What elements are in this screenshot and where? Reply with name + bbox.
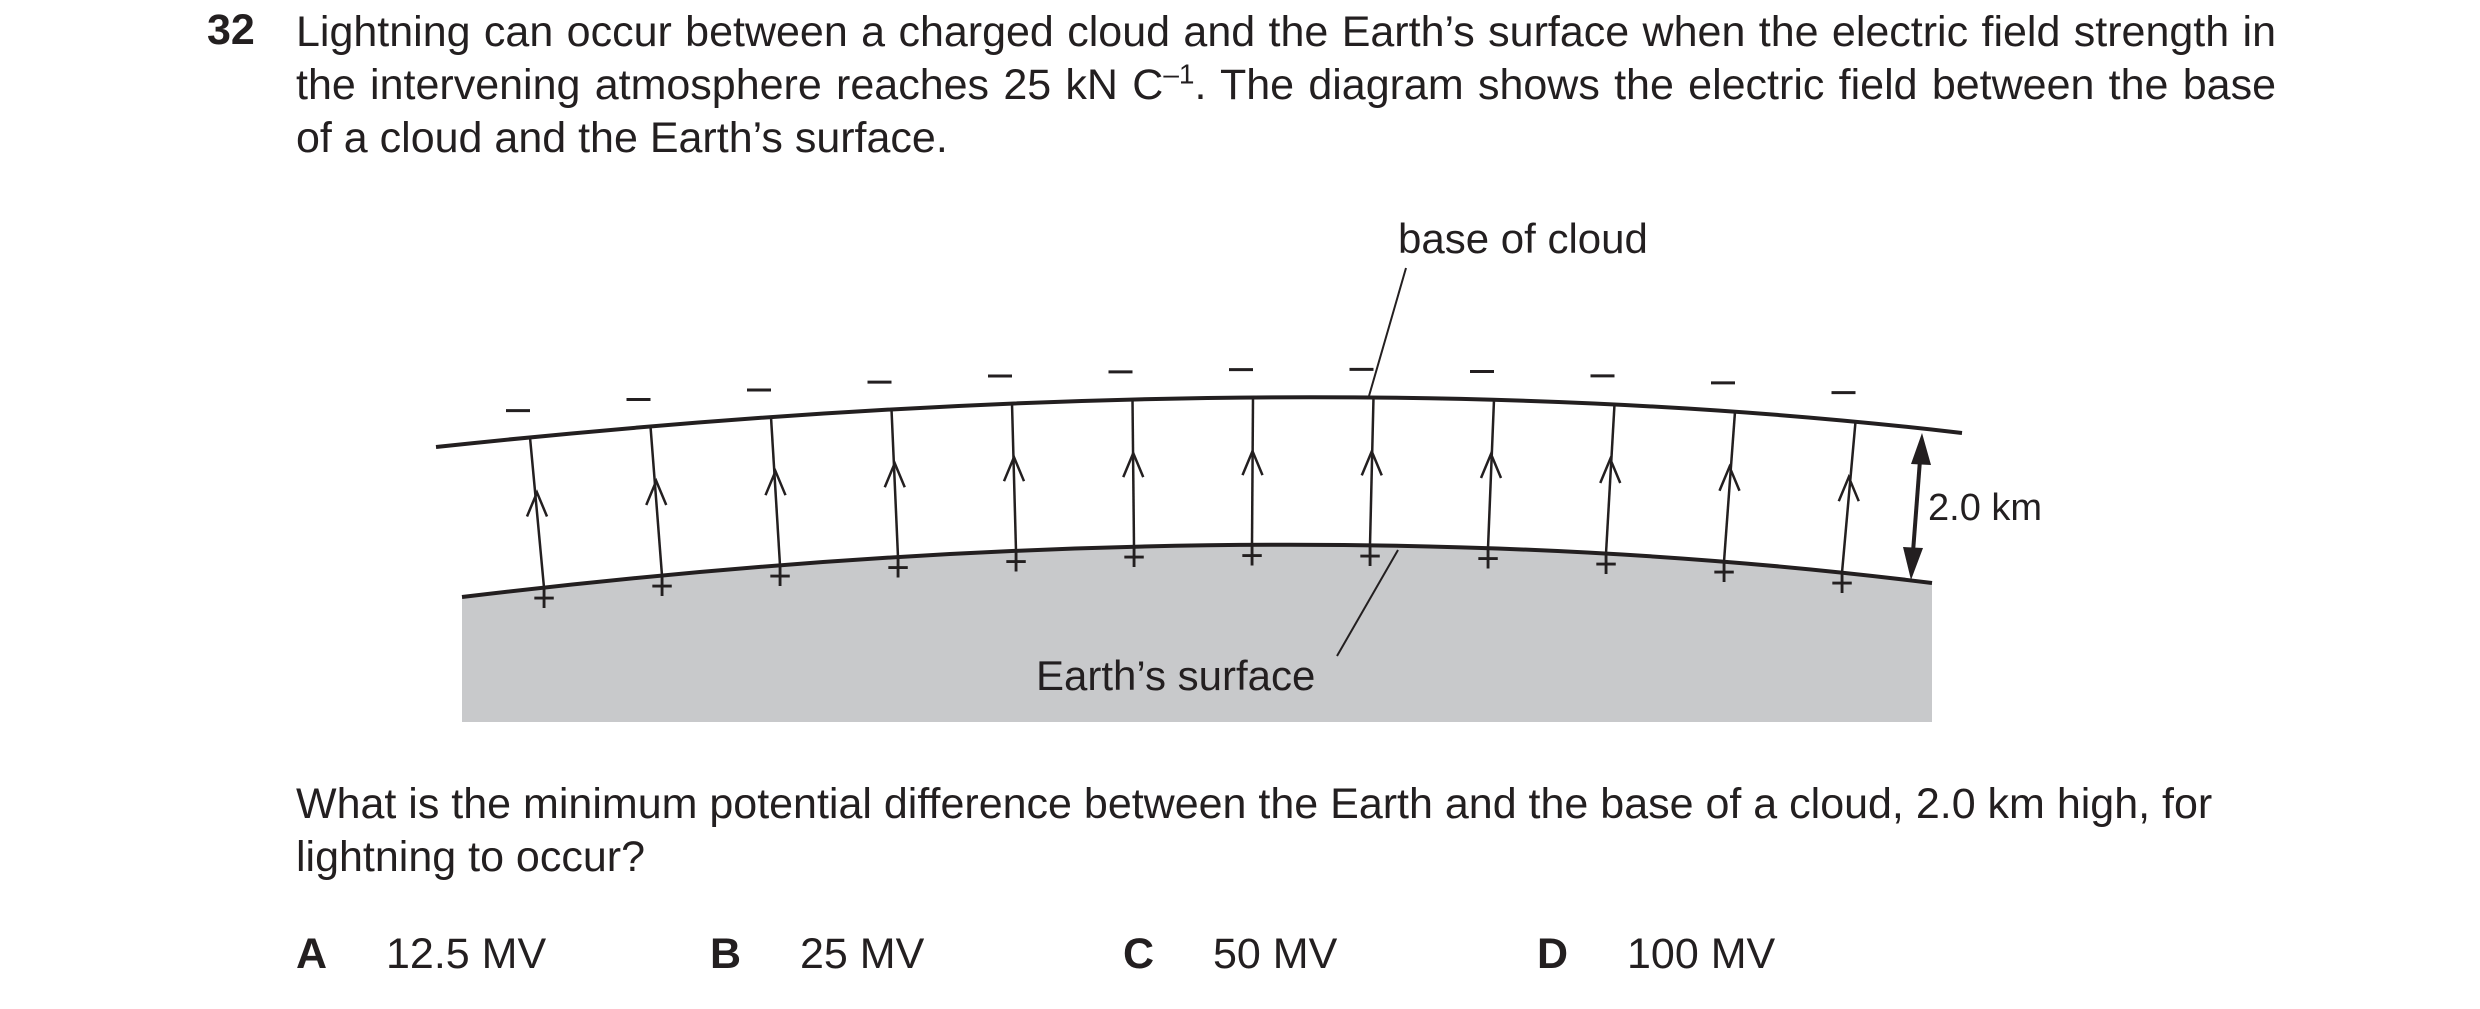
field-line <box>1599 404 1622 554</box>
option-b-letter: B <box>710 930 742 978</box>
positive-charge: + <box>532 577 555 621</box>
field-line <box>764 417 787 566</box>
stem-text-2: . The diagram shows the electric field b… <box>296 61 2276 162</box>
option-a-letter: A <box>296 930 328 978</box>
cloud-base-line <box>435 395 1963 449</box>
cloud-label: base of cloud <box>1398 215 1648 262</box>
field-line <box>1479 399 1503 549</box>
earth-region <box>462 544 1932 722</box>
field-line <box>525 437 549 588</box>
positive-charge: + <box>650 564 673 608</box>
height-arrow <box>1903 433 1931 580</box>
positive-charge: + <box>1476 537 1499 581</box>
earth-group <box>461 542 1933 722</box>
field-lines <box>525 397 1860 588</box>
positive-charge: + <box>1594 543 1617 587</box>
question-number: 32 <box>207 6 255 54</box>
earth-surface-line <box>461 542 1933 599</box>
cloud-label-leader <box>1368 267 1407 397</box>
positive-charge: + <box>768 554 791 598</box>
positive-charge: + <box>1830 562 1853 606</box>
option-d-letter: D <box>1537 930 1569 978</box>
positive-charge: + <box>886 546 909 590</box>
option-d-value: 100 MV <box>1627 930 1776 978</box>
earth-label-leader <box>1336 549 1399 657</box>
question-stem: Lightning can occur between a charged cl… <box>296 6 2276 165</box>
earth-label: Earth’s surface <box>1036 652 1315 699</box>
stem-superscript: –1 <box>1163 58 1195 90</box>
field-line <box>1718 411 1741 562</box>
field-line <box>1002 403 1026 551</box>
option-b[interactable]: B 25 MV <box>710 930 924 979</box>
field-line <box>645 426 668 576</box>
field-line <box>1837 421 1860 573</box>
positive-charge: + <box>1122 536 1145 580</box>
charges: + + + + + + + + + + + + <box>506 367 1856 621</box>
field-line <box>883 409 906 558</box>
option-a[interactable]: A 12.5 MV <box>296 930 546 979</box>
height-label: 2.0 km <box>1928 487 2042 529</box>
field-line <box>1241 397 1264 545</box>
option-d[interactable]: D 100 MV <box>1537 930 1775 979</box>
positive-charge: + <box>1240 534 1263 578</box>
option-c-letter: C <box>1123 930 1155 978</box>
stem-text-1: Lightning can occur between a charged cl… <box>296 8 2276 109</box>
positive-charge: + <box>1004 540 1027 584</box>
positive-charge: + <box>1358 534 1381 578</box>
option-b-value: 25 MV <box>800 930 925 978</box>
question-prompt: What is the minimum potential difference… <box>296 780 2213 881</box>
option-c-value: 50 MV <box>1213 930 1338 978</box>
field-line <box>1122 399 1145 547</box>
field-line <box>1360 397 1383 546</box>
option-c[interactable]: C 50 MV <box>1123 930 1337 979</box>
positive-charge: + <box>1712 551 1735 595</box>
option-a-value: 12.5 MV <box>386 930 547 978</box>
